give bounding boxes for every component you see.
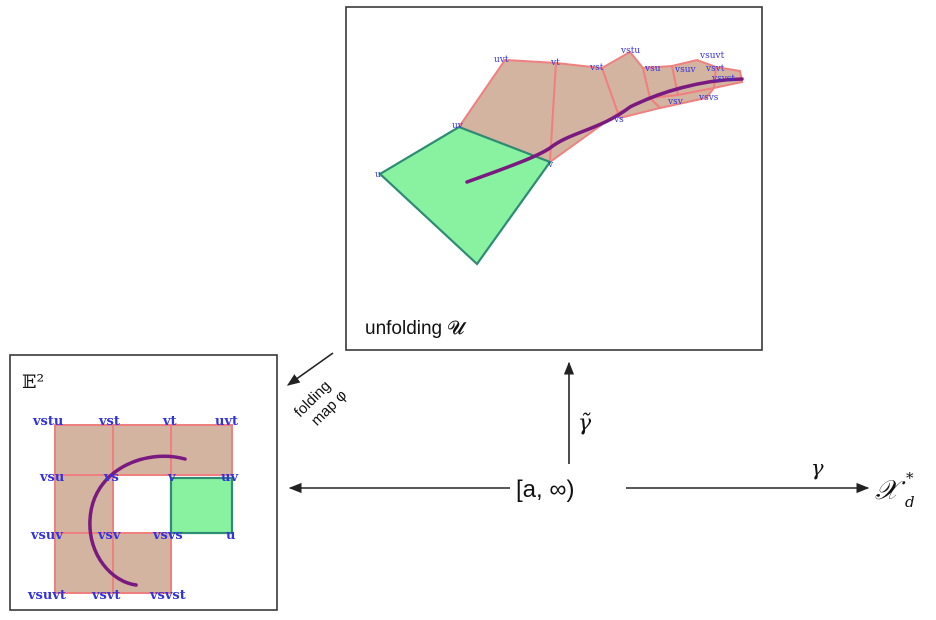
start-tile [169, 476, 234, 535]
target-space-superscript: * [906, 469, 914, 487]
vertex-label: vt [162, 414, 177, 429]
vertex-label: vsuvt [699, 51, 725, 61]
vertex-label: vsv [667, 97, 684, 107]
vertex-label: vsvs [698, 93, 719, 103]
vertex-label: vsuvt [27, 588, 66, 603]
gamma-label: γ [811, 456, 824, 480]
unfold-panel: uvt vt vst vstu vsu vsuv vsuvt vsvt vsvs… [345, 6, 763, 351]
lift-arrow-group: γ̃ [563, 361, 592, 464]
euclid-tiles [54, 424, 234, 594]
vertex-label: vt [550, 58, 560, 68]
vertex-label: vsvs [152, 528, 183, 543]
interval-group: [a, ∞) γ 𝒳 d * [288, 456, 915, 511]
vertex-label: uv [221, 470, 238, 485]
vertex-label: vsvst [149, 588, 186, 603]
vertex-label: u [226, 528, 235, 543]
vertex-label: vsu [644, 64, 661, 74]
euclid-panel-title: 𝔼² [22, 371, 44, 393]
vertex-label: vs [613, 115, 624, 125]
tile [170, 424, 233, 476]
vertex-label: vsuv [674, 65, 696, 75]
euclid-geodesic-curve [88, 454, 187, 587]
vertex-label: vst [589, 63, 604, 73]
target-space-subscript: d [905, 493, 915, 511]
unfold-vertex-labels: uvt vt vst vstu vsu vsuv vsuvt vsvt vsvs… [375, 46, 735, 180]
vertex-label: vst [98, 414, 120, 429]
vertex-label: vsuv [30, 528, 63, 543]
folding-arrow [286, 352, 334, 386]
euclid-panel: 𝔼² vstu vst vt uvt vsu vs v uv vsuv vsv … [9, 354, 278, 611]
interval-label: [a, ∞) [516, 476, 574, 503]
tile [112, 424, 172, 476]
vertex-label: vsvt [705, 64, 725, 74]
vertex-label: uvt [494, 55, 509, 65]
vertex-label: uvt [215, 414, 238, 429]
target-space-label: 𝒳 [875, 475, 906, 506]
vertex-label: u [375, 170, 381, 180]
start-tile [378, 125, 552, 266]
gamma-tilde-label: γ̃ [578, 411, 592, 436]
vertex-label: v [167, 470, 176, 485]
folding-arrow-group: folding map φ [286, 352, 350, 429]
vertex-label: v [547, 160, 554, 170]
vertex-label: vstu [32, 414, 63, 429]
vertex-label: vsu [39, 470, 64, 485]
unfold-panel-label: unfolding 𝓤 [365, 318, 467, 339]
unfold-geodesic-curve [465, 77, 744, 184]
tile [54, 424, 114, 476]
vertex-label: vsvt [91, 588, 120, 603]
euclid-vertex-labels: vstu vst vt uvt vsu vs v uv vsuv vsv vsv… [27, 414, 238, 603]
vertex-label: vstu [620, 46, 640, 56]
vertex-label: vsv [97, 528, 121, 543]
vertex-label: vs [103, 470, 119, 485]
vertex-label: vsvst [711, 74, 735, 84]
vertex-label: uv [452, 121, 464, 131]
